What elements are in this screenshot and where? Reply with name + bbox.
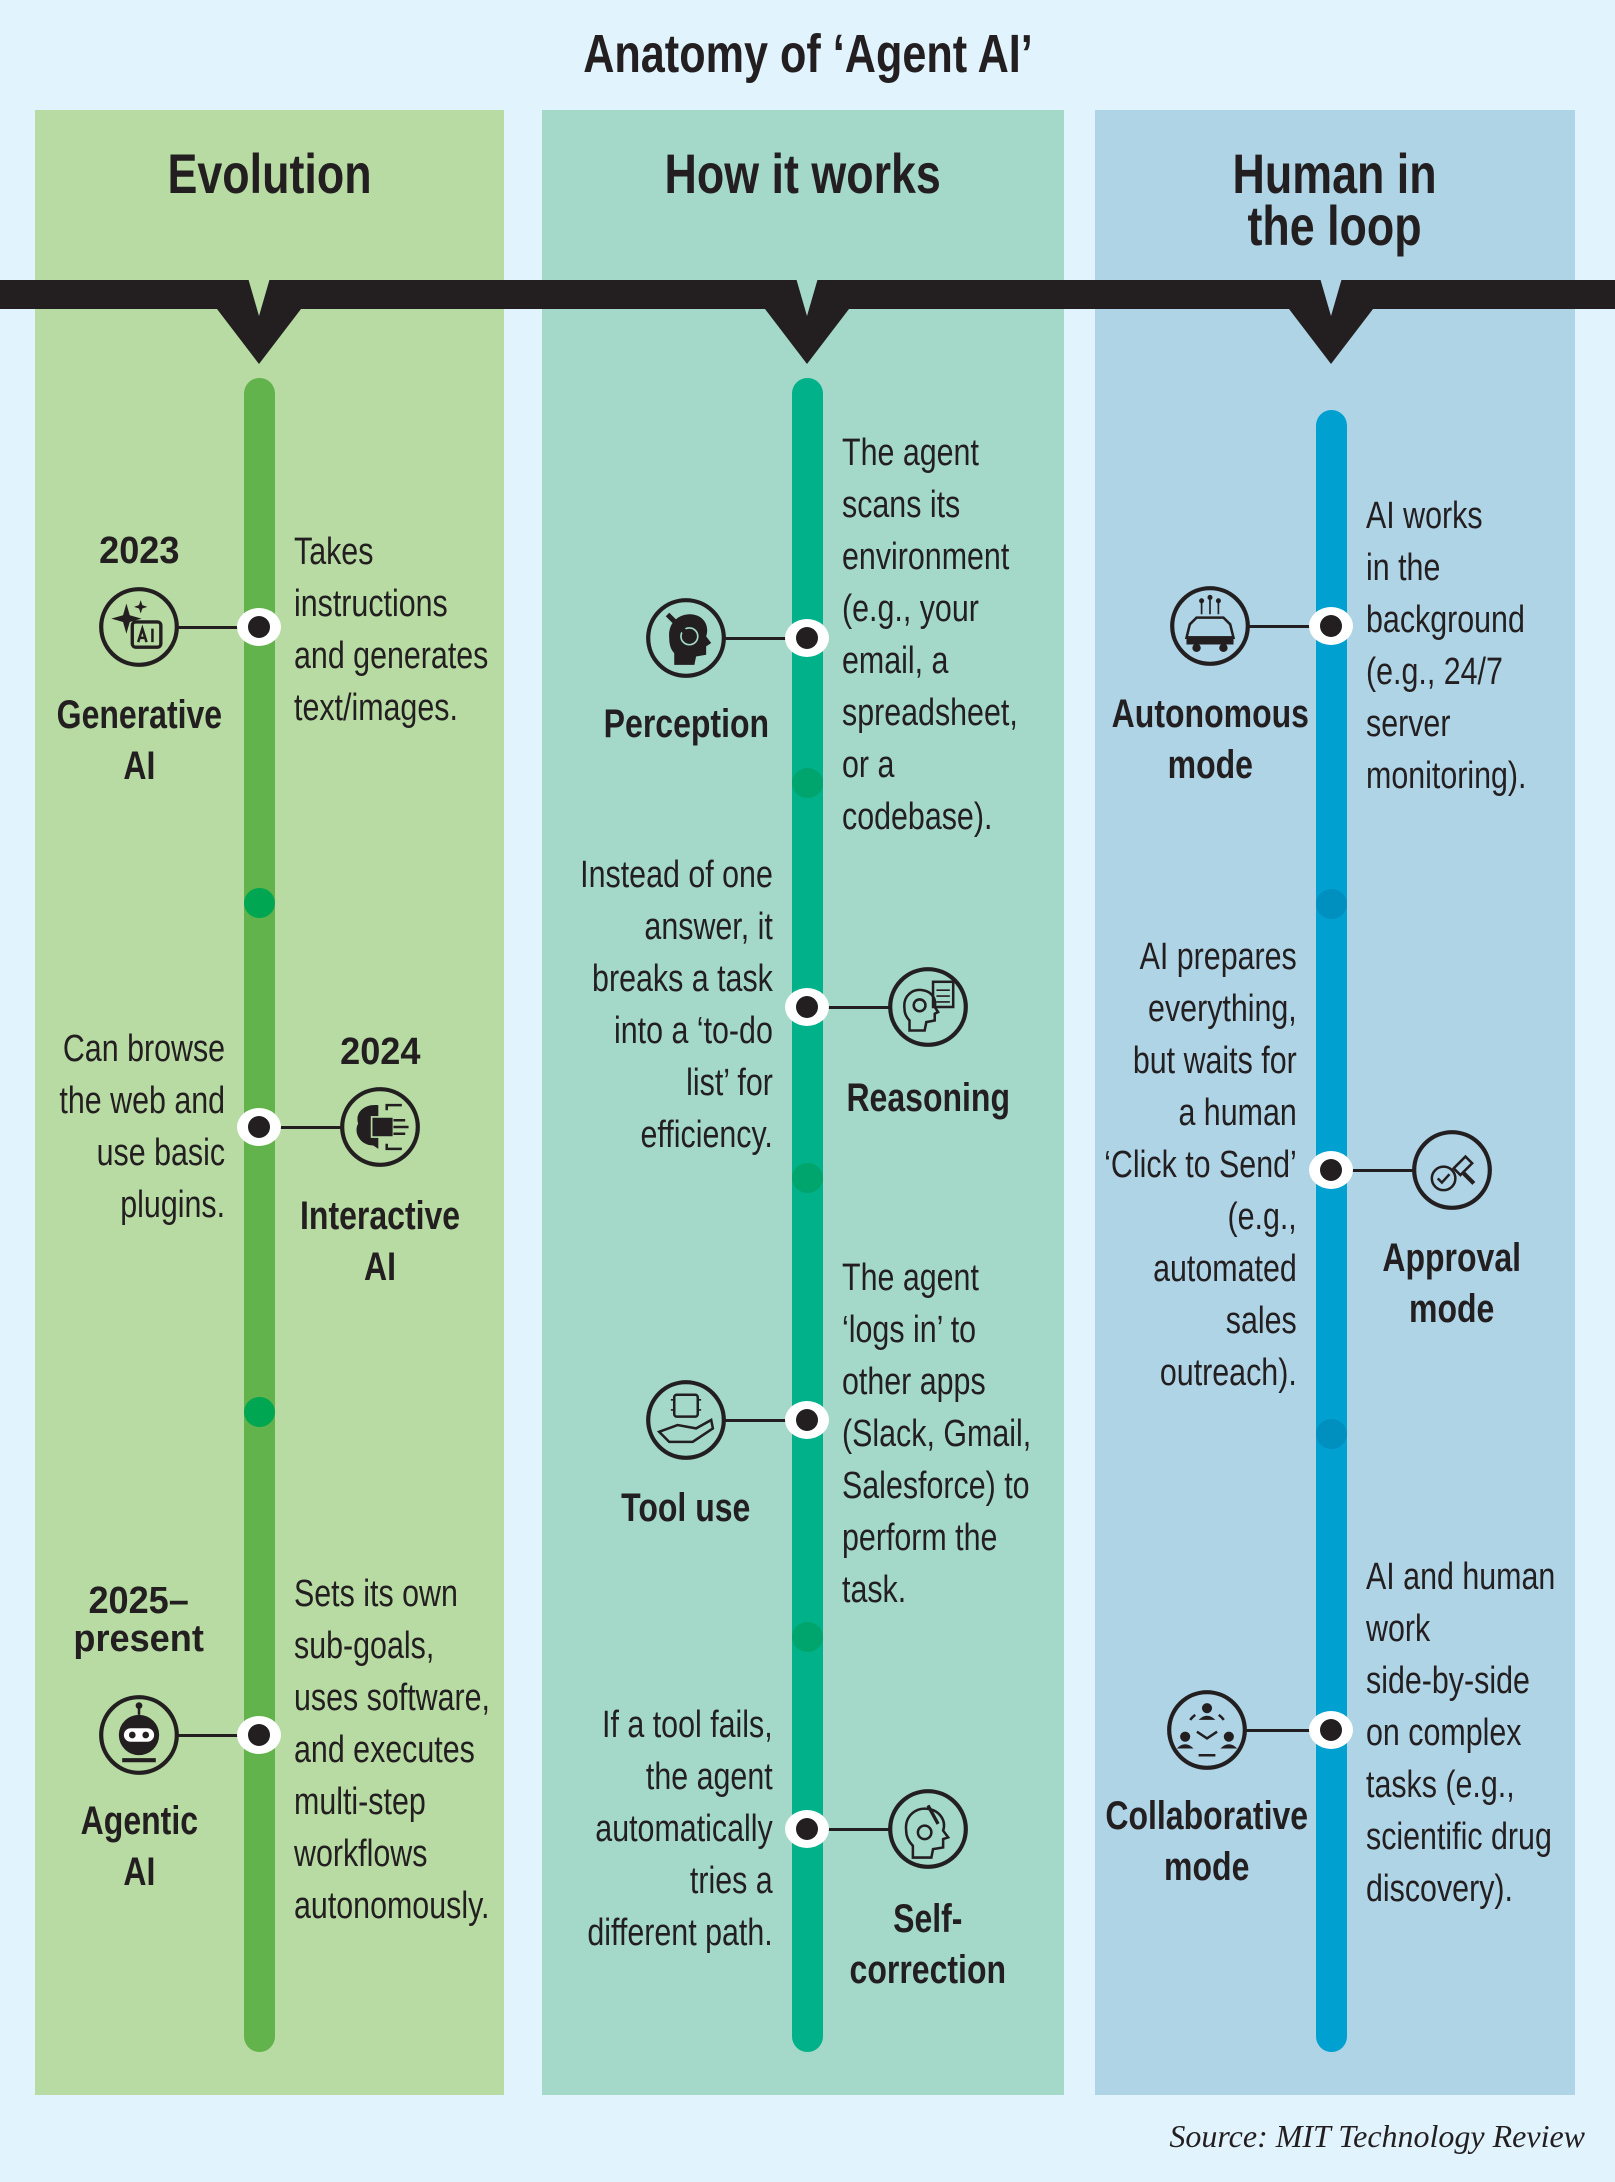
chevron-down-icon	[765, 278, 849, 364]
source-credit: Source: MIT Technology Review	[1169, 2118, 1585, 2154]
column-heading: Evolution	[167, 142, 372, 205]
sparkle-ai-icon	[97, 585, 181, 669]
timeline-node[interactable]	[785, 1810, 829, 1848]
connector-line	[686, 637, 807, 640]
connector-line	[807, 1006, 928, 1009]
connector-line	[686, 1419, 807, 1422]
stage-description: Can browse the web and use basic plugins…	[59, 1028, 225, 1226]
stage-label: Autonomous mode	[1111, 692, 1309, 787]
connector-line	[259, 1126, 380, 1129]
stage-description: Sets its own sub-goals, uses software, a…	[294, 1573, 490, 1927]
hand-chip-icon	[644, 1378, 728, 1462]
stage-description: If a tool fails, the agent automatically…	[587, 1704, 773, 1954]
stage-description: The agent scans its environment (e.g., y…	[842, 432, 1018, 838]
stage-description: Takes instructions and generates text/im…	[294, 531, 489, 729]
timeline-node[interactable]	[237, 608, 281, 646]
stage-description: Instead of one answer, it breaks a task …	[580, 854, 773, 1156]
chevron-down-icon	[217, 278, 301, 364]
timeline-bar	[244, 378, 275, 2052]
robot-icon	[97, 1693, 181, 1777]
timeline-marker	[244, 888, 275, 918]
stage-label: Generative AI	[56, 693, 222, 788]
stage-label: Tool use	[621, 1486, 751, 1530]
stage-label: Collaborative mode	[1105, 1794, 1309, 1889]
milestone-year: 2023	[98, 530, 180, 572]
chevron-down-icon	[1289, 278, 1373, 364]
timeline-marker	[244, 1397, 275, 1427]
brain-chip-icon	[338, 1085, 422, 1169]
stage-description: The agent ‘logs in’ to other apps (Slack…	[842, 1257, 1032, 1611]
connector-line	[1207, 1729, 1331, 1732]
timeline-node[interactable]	[237, 1716, 281, 1754]
connector-line	[139, 626, 259, 629]
timeline-node[interactable]	[1309, 1151, 1353, 1189]
stage-label: Perception	[603, 702, 769, 746]
timeline-node[interactable]	[1309, 1711, 1353, 1749]
stage-label: Interactive AI	[299, 1194, 461, 1289]
milestone-year: 2025– present	[73, 1580, 205, 1660]
timeline-bar	[1316, 410, 1347, 2052]
head-wrench-gear-icon	[886, 1787, 970, 1871]
stage-label: Self- correction	[849, 1897, 1007, 1992]
stage-description: AI works in the background (e.g., 24/7 s…	[1366, 495, 1527, 797]
timeline-node[interactable]	[1309, 607, 1353, 645]
timeline-node[interactable]	[785, 988, 829, 1026]
head-gear-document-icon	[886, 965, 970, 1049]
milestone-year: 2024	[339, 1031, 421, 1073]
timeline-node[interactable]	[785, 619, 829, 657]
connector-line	[807, 1828, 928, 1831]
autonomous-car-icon	[1168, 584, 1252, 668]
infographic-title: Anatomy of ‘Agent AI’	[582, 24, 1033, 84]
connector-line	[1331, 1169, 1452, 1172]
collaboration-people-icon	[1165, 1688, 1249, 1772]
connector-line	[1210, 625, 1331, 628]
timeline-marker	[792, 1622, 823, 1652]
timeline-marker	[792, 768, 823, 798]
stage-label: Reasoning	[846, 1076, 1010, 1120]
timeline-node[interactable]	[785, 1401, 829, 1439]
approval-stamp-icon	[1410, 1128, 1494, 1212]
timeline-node[interactable]	[237, 1108, 281, 1146]
connector-line	[139, 1734, 259, 1737]
stage-description: AI prepares everything, but waits for a …	[1104, 936, 1297, 1394]
timeline-marker	[1316, 889, 1347, 919]
stage-label: Agentic AI	[80, 1799, 198, 1894]
column-heading: How it works	[664, 142, 942, 205]
column-heading: Human in the loop	[1232, 142, 1438, 257]
timeline-marker	[792, 1163, 823, 1193]
stage-label: Approval mode	[1382, 1236, 1522, 1331]
timeline-marker	[1316, 1419, 1347, 1449]
head-perception-icon	[644, 596, 728, 680]
stage-description: AI and human work side-by-side on comple…	[1366, 1556, 1556, 1910]
timeline-bar	[792, 378, 823, 2052]
